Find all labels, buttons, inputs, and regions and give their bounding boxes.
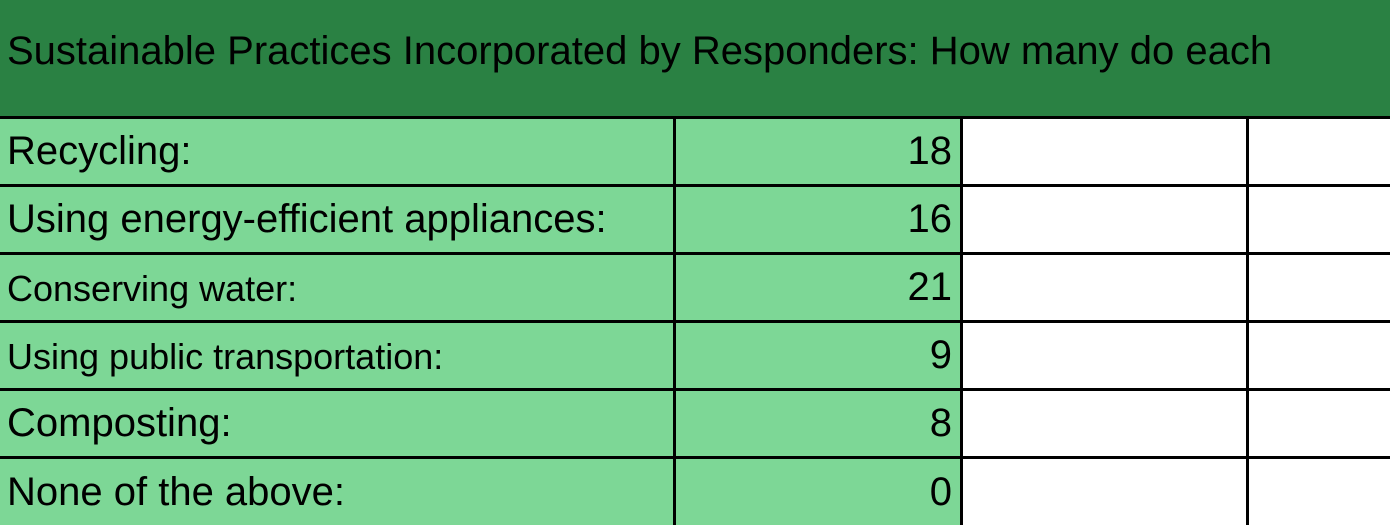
count-cell[interactable]: 21 <box>676 252 963 320</box>
practice-count: 18 <box>907 129 953 173</box>
empty-cell[interactable] <box>963 388 1249 456</box>
practice-label: Conserving water: <box>7 268 298 309</box>
practice-label: Using public transportation: <box>7 336 444 377</box>
label-cell[interactable]: Conserving water: <box>0 252 676 320</box>
empty-cell[interactable] <box>1249 320 1390 388</box>
empty-cell[interactable] <box>1249 456 1390 525</box>
practice-label: None of the above: <box>7 470 346 514</box>
empty-cell[interactable] <box>963 252 1249 320</box>
table-row: Using public transportation: 9 <box>0 320 1390 388</box>
practice-count: 16 <box>907 197 953 241</box>
table-row: Composting: 8 <box>0 388 1390 456</box>
title-cell[interactable]: Sustainable Practices Incorporated by Re… <box>0 0 1390 116</box>
empty-cell[interactable] <box>963 116 1249 184</box>
label-cell[interactable]: Recycling: <box>0 116 676 184</box>
count-cell[interactable]: 0 <box>676 456 963 525</box>
sheet-title: Sustainable Practices Incorporated by Re… <box>7 29 1273 73</box>
empty-cell[interactable] <box>963 456 1249 525</box>
empty-cell[interactable] <box>1249 116 1390 184</box>
empty-cell[interactable] <box>963 184 1249 252</box>
practice-label: Recycling: <box>7 129 192 173</box>
count-cell[interactable]: 16 <box>676 184 963 252</box>
practice-label: Composting: <box>7 401 232 445</box>
practice-count: 9 <box>929 333 952 377</box>
empty-cell[interactable] <box>1249 252 1390 320</box>
empty-cell[interactable] <box>963 320 1249 388</box>
practice-count: 0 <box>929 470 952 514</box>
table-row: Using energy-efficient appliances: 16 <box>0 184 1390 252</box>
count-cell[interactable]: 8 <box>676 388 963 456</box>
label-cell[interactable]: None of the above: <box>0 456 676 525</box>
practice-label: Using energy-efficient appliances: <box>7 197 607 241</box>
label-cell[interactable]: Using public transportation: <box>0 320 676 388</box>
empty-cell[interactable] <box>1249 184 1390 252</box>
practice-count: 21 <box>907 265 953 309</box>
empty-cell[interactable] <box>1249 388 1390 456</box>
table-row: Recycling: 18 <box>0 116 1390 184</box>
label-cell[interactable]: Composting: <box>0 388 676 456</box>
table-row: None of the above: 0 <box>0 456 1390 525</box>
label-cell[interactable]: Using energy-efficient appliances: <box>0 184 676 252</box>
data-table: Recycling: 18 Using energy-efficient app… <box>0 116 1390 525</box>
table-row: Conserving water: 21 <box>0 252 1390 320</box>
practice-count: 8 <box>929 401 952 445</box>
count-cell[interactable]: 9 <box>676 320 963 388</box>
count-cell[interactable]: 18 <box>676 116 963 184</box>
